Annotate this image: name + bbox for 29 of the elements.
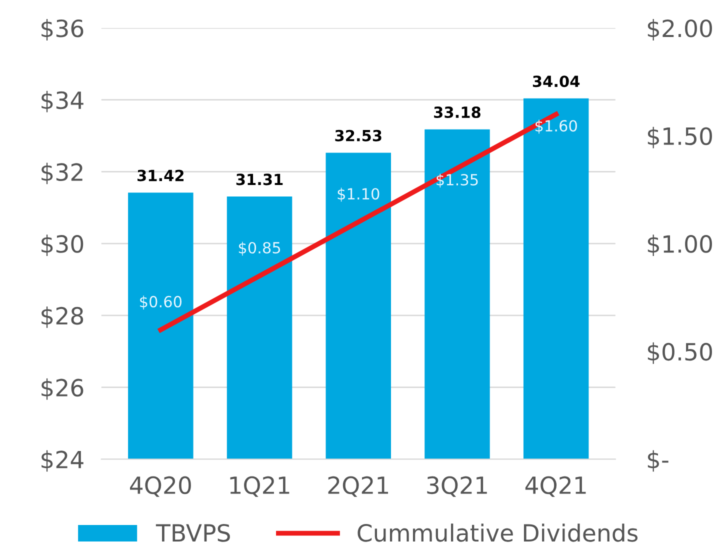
y-tick-label: $32: [42, 162, 82, 184]
data-label: 31.31: [236, 174, 283, 186]
x-tick-label: 4Q21: [525, 476, 586, 497]
legend-label: Cummulative Dividends: [358, 524, 638, 542]
y2-tick-label: $1.00: [648, 234, 712, 256]
legend-label: TBVPS: [156, 524, 230, 542]
data-label: $1.10: [338, 188, 380, 202]
y-tick-label: $26: [42, 378, 84, 400]
y2-tick-label: $-: [648, 450, 668, 472]
data-label: $0.60: [140, 296, 182, 310]
data-label: 33.18: [434, 106, 480, 118]
x-tick-label: 4Q20: [130, 476, 191, 497]
data-label: $0.85: [238, 242, 280, 256]
y-tick-label: $24: [42, 450, 84, 472]
x-tick-label: 1Q21: [230, 476, 290, 497]
y2-tick-label: $2.00: [648, 19, 712, 40]
y-tick-label: $36: [42, 19, 84, 40]
data-label: $1.35: [436, 174, 478, 188]
y-tick-label: $28: [42, 306, 84, 328]
x-tick-label: 2Q21: [328, 476, 388, 497]
data-label: 32.53: [335, 130, 382, 142]
x-tick-label: 3Q21: [427, 476, 487, 497]
data-label: 34.04: [532, 76, 580, 88]
data-label: $1.60: [535, 120, 577, 134]
data-label: 31.42: [138, 170, 184, 182]
y-tick-label: $30: [42, 234, 84, 256]
y2-tick-label: $0.50: [648, 342, 712, 364]
y2-tick-label: $1.50: [648, 126, 712, 148]
y-tick-label: $34: [42, 90, 84, 112]
